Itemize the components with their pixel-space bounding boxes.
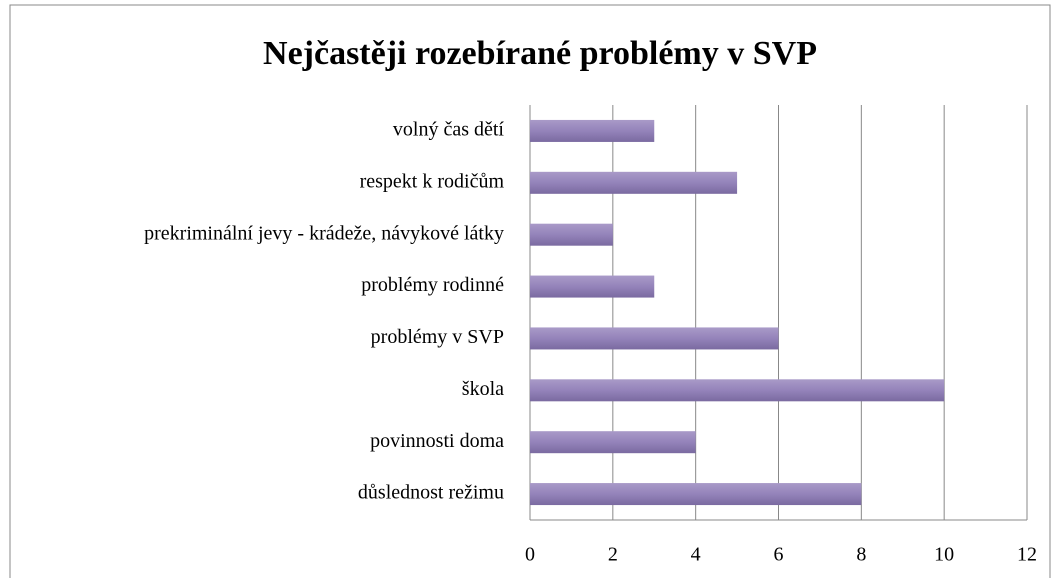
x-tick-label: 0	[525, 544, 535, 566]
x-tick-label: 4	[691, 544, 701, 566]
x-tick-label: 8	[856, 544, 866, 566]
bar	[530, 327, 779, 350]
bar	[530, 275, 655, 298]
y-tick-label: důslednost režimu	[358, 482, 504, 504]
bar	[530, 379, 945, 402]
y-tick-label: volný čas dětí	[393, 119, 505, 141]
y-tick-label: povinnosti doma	[370, 430, 504, 452]
x-tick-label: 10	[934, 544, 954, 566]
bar	[530, 483, 862, 506]
bar	[530, 119, 655, 142]
x-tick-label: 12	[1017, 544, 1037, 566]
y-tick-label: škola	[462, 378, 504, 400]
y-tick-label: problémy v SVP	[371, 326, 504, 348]
chart-title: Nejčastěji rozebírané problémy v SVP	[263, 35, 817, 72]
y-tick-label: prekriminální jevy - krádeže, návykové l…	[144, 222, 504, 244]
y-tick-label: problémy rodinné	[361, 274, 504, 296]
y-tick-label: respekt k rodičům	[360, 170, 505, 192]
bar	[530, 223, 613, 246]
bar	[530, 431, 696, 454]
x-tick-label: 6	[774, 544, 784, 566]
bar	[530, 171, 738, 194]
x-tick-label: 2	[608, 544, 618, 566]
